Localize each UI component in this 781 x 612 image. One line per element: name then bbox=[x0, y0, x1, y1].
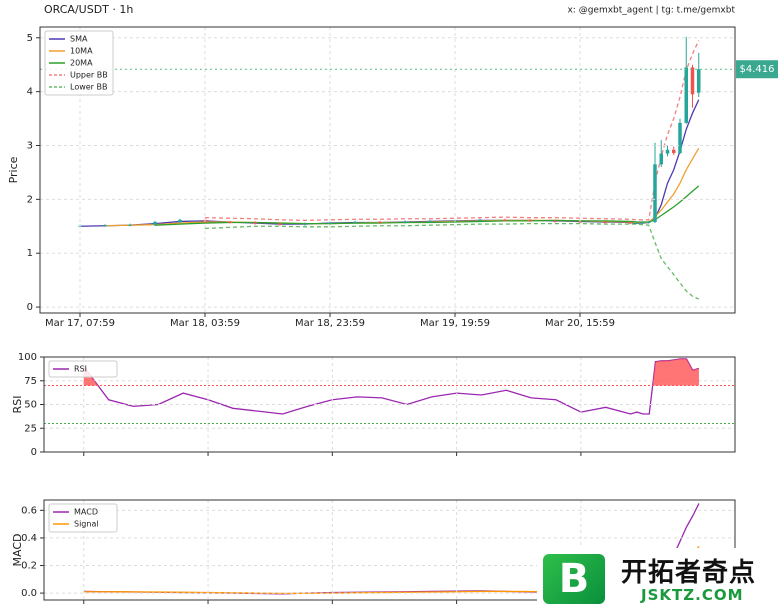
credit: x: @gemxbt_agent | tg: t.me/gemxbt bbox=[567, 6, 735, 16]
legend-label: 10MA bbox=[70, 47, 93, 56]
watermark: B 开拓者奇点 JSKTZ.COM bbox=[537, 548, 781, 608]
candle-body bbox=[653, 164, 657, 222]
series-line bbox=[83, 358, 700, 415]
candle-body bbox=[659, 153, 663, 165]
last-price-label: $4.416 bbox=[740, 64, 775, 75]
candle-body bbox=[678, 122, 682, 154]
y-tick-label: 0.2 bbox=[21, 561, 37, 572]
legend-label: Upper BB bbox=[70, 71, 108, 80]
y-tick-label: 2 bbox=[27, 194, 33, 205]
candle-body bbox=[690, 67, 695, 95]
candle-body bbox=[253, 222, 257, 224]
y-tick-label: 4 bbox=[27, 87, 33, 98]
candle-body bbox=[478, 219, 482, 221]
legend-box bbox=[48, 360, 118, 378]
y-tick-label: 1 bbox=[27, 248, 33, 259]
candle-body bbox=[353, 221, 357, 223]
legend-label: RSI bbox=[74, 365, 87, 374]
plot-area bbox=[83, 358, 700, 415]
y-tick-label: 0.6 bbox=[21, 505, 37, 516]
candle-body bbox=[303, 223, 307, 225]
y-tick-label: 100 bbox=[18, 352, 37, 363]
x-tick-label: Mar 19, 19:59 bbox=[420, 318, 490, 329]
candle-body bbox=[697, 69, 701, 93]
candle-body bbox=[328, 222, 332, 224]
y-tick-label: 3 bbox=[27, 140, 33, 151]
y-tick-label: 25 bbox=[24, 423, 37, 434]
y-tick-label: 0.4 bbox=[21, 533, 37, 544]
candle-body bbox=[403, 221, 407, 223]
legend-label: Lower BB bbox=[70, 83, 107, 92]
series-line bbox=[79, 99, 700, 227]
plot-area bbox=[78, 36, 701, 300]
candle-body bbox=[178, 219, 182, 222]
y-tick-label: 75 bbox=[24, 376, 37, 387]
candle-body bbox=[603, 221, 607, 223]
candle-body bbox=[665, 149, 670, 154]
legend-label: SMA bbox=[70, 35, 88, 44]
candle-body bbox=[503, 219, 507, 221]
candle-body bbox=[128, 224, 132, 226]
candle-body bbox=[684, 67, 688, 123]
candle-body bbox=[528, 220, 532, 222]
candle-body bbox=[153, 221, 157, 225]
chart-title: ORCA/USDT · 1h bbox=[44, 3, 133, 16]
y-tick-label: 0 bbox=[27, 302, 33, 313]
x-tick-label: Mar 17, 07:59 bbox=[45, 318, 115, 329]
legend-label: 20MA bbox=[70, 59, 93, 68]
legend-label: MACD bbox=[74, 508, 98, 517]
series-line bbox=[104, 147, 700, 227]
y-axis-label: Price bbox=[7, 156, 20, 183]
x-tick-label: Mar 18, 23:59 bbox=[295, 318, 365, 329]
candle-body bbox=[672, 149, 676, 154]
watermark-logo: B bbox=[543, 554, 605, 604]
candle-body bbox=[553, 220, 557, 222]
y-tick-label: 5 bbox=[27, 33, 33, 44]
candle-body bbox=[428, 220, 432, 222]
y-tick-label: 50 bbox=[24, 400, 37, 411]
watermark-site: JSKTZ.COM bbox=[641, 586, 744, 604]
y-axis-label: RSI bbox=[11, 396, 24, 414]
candle-body bbox=[634, 223, 638, 225]
series-line bbox=[154, 185, 700, 226]
watermark-name: 开拓者奇点 bbox=[621, 558, 757, 588]
candle-body bbox=[378, 221, 382, 223]
legend-label: Signal bbox=[74, 520, 99, 529]
x-tick-label: Mar 20, 15:59 bbox=[545, 318, 615, 329]
plot-frame bbox=[43, 356, 736, 453]
y-axis-label: MACD bbox=[11, 534, 24, 567]
candle-body bbox=[278, 223, 282, 225]
candle-body bbox=[628, 222, 632, 224]
y-tick-label: 0 bbox=[31, 447, 37, 458]
plot-frame bbox=[39, 26, 736, 314]
series-line bbox=[204, 40, 700, 222]
candle-body bbox=[228, 221, 232, 223]
candle-body bbox=[647, 221, 651, 223]
y-tick-label: 0.0 bbox=[21, 588, 37, 599]
series-line bbox=[204, 222, 700, 300]
candle-body bbox=[103, 225, 107, 227]
last-price-box bbox=[736, 60, 778, 79]
legend-box bbox=[44, 30, 114, 96]
legend-box bbox=[48, 503, 118, 533]
overbought-fill bbox=[83, 358, 699, 386]
x-tick-label: Mar 18, 03:59 bbox=[170, 318, 240, 329]
candle-body bbox=[640, 222, 645, 224]
